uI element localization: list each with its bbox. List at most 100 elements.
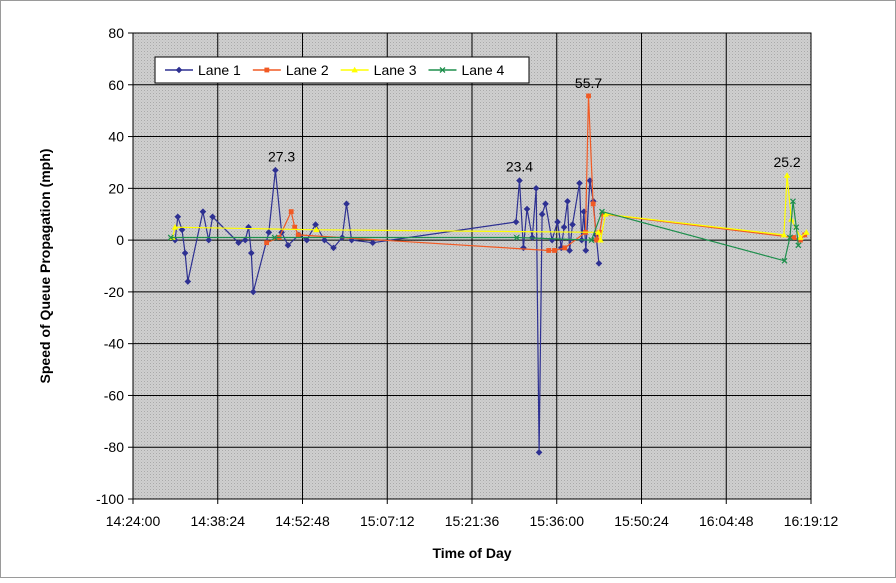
data-point [247,249,255,257]
series-4 [167,198,802,264]
x-tick-label: 14:38:24 [191,513,246,529]
data-point [181,249,189,257]
x-axis-title: Time of Day [432,545,511,561]
data-point [249,288,257,296]
data-point [265,229,273,236]
data-point [312,221,319,228]
data-point [590,201,596,207]
data-point [348,236,355,244]
x-tick-label: 15:21:36 [445,513,500,529]
data-point [569,221,576,228]
x-tick-label: 15:07:12 [360,513,415,529]
data-point [791,235,797,240]
series-line [170,201,799,262]
data-point [564,197,571,205]
data-point [271,234,278,241]
data-point [795,242,802,249]
data-label: 27.3 [268,148,295,164]
data-point [178,226,186,234]
legend-label: Lane 2 [286,62,329,78]
data-point [797,234,804,240]
gridlines [132,32,812,500]
data-point [542,200,549,208]
x-tick-label: 14:24:00 [106,513,161,529]
axes: 80 60 40 20 0 -20 -40 -60 -80 -100 14:24:00 14:38:2… [96,25,838,529]
legend-marker [439,67,446,73]
data-point [781,257,788,264]
y-tick-label: -100 [96,491,124,507]
data-point [582,247,590,254]
data-point [803,229,810,235]
legend-item: Lane 2 [252,62,329,78]
data-point [313,226,320,233]
x-tick-label: 15:36:00 [530,513,585,529]
data-point [802,232,808,238]
x-tick-label: 16:04:48 [699,513,754,529]
legend-label: Lane 3 [374,62,417,78]
legend-item: Lane 3 [340,62,417,78]
data-point [288,209,294,215]
legend: Lane 1 Lane 2 Lane 3 Lane 4 [154,56,530,84]
data-point [167,234,174,241]
data-point [552,248,557,253]
data-point [594,237,600,243]
data-point [600,211,606,217]
data-point [235,239,242,247]
data-point [295,232,301,238]
data-point [171,223,179,230]
data-point [321,236,328,244]
x-tick-label: 14:52:48 [275,513,330,529]
y-tick-label: 0 [116,232,124,248]
y-tick-label: -20 [104,284,124,300]
data-point [174,213,182,221]
data-point [786,234,793,241]
data-point [330,244,337,252]
data-point [272,166,279,174]
data-point [560,223,568,231]
data-point [595,229,602,235]
data-point [599,208,605,215]
data-point [209,213,216,221]
data-point [789,198,796,205]
y-tick-label: -80 [104,439,124,455]
data-point [586,93,591,99]
y-tick-label: 40 [108,129,124,145]
data-point [595,260,603,267]
data-point [780,231,788,238]
legend-item: Lane 1 [165,62,241,78]
data-point [292,224,298,230]
plot-border [132,32,812,500]
data-point [783,172,791,178]
data-point [538,210,546,218]
annotations: 27.3 23.4 55.7 25.2 [268,75,801,175]
data-point [205,236,213,244]
x-tick-label: 15:50:24 [614,513,669,529]
y-tick-label: 60 [108,77,124,93]
data-point [264,240,269,246]
data-point [516,177,523,184]
data-point [513,234,520,241]
y-tick-label: 20 [108,180,124,196]
data-point [554,218,561,226]
y-axis-title: Speed of Queue Propagation (mph) [37,149,53,384]
data-point [798,237,803,243]
data-point [523,205,531,213]
data-point [241,236,249,244]
legend-marker [264,67,270,73]
data-point [343,200,350,208]
y-tick-label: -60 [104,387,124,403]
data-label: 23.4 [506,159,533,175]
data-point [369,239,377,247]
legend-marker [175,66,183,74]
y-tick-label: -40 [104,336,124,352]
legend-item: Lane 4 [428,62,505,78]
data-point [576,179,583,187]
data-point [566,247,573,254]
data-point [199,208,207,215]
data-point [284,241,292,249]
data-point [535,449,543,456]
data-point [588,237,595,244]
data-point [303,236,311,244]
